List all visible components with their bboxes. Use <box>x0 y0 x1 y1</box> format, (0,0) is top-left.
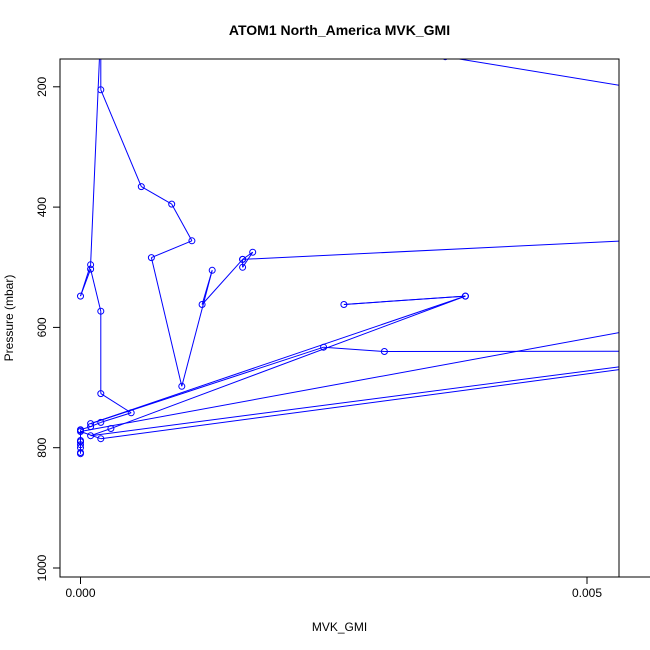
series-0-point <box>87 261 95 269</box>
series-0-segment <box>201 259 243 305</box>
series-0-point <box>208 266 216 274</box>
x-tick-label: 0.000 <box>65 586 95 600</box>
series-0-segment <box>242 251 253 260</box>
series-0-point <box>87 432 95 440</box>
series-0-point <box>107 425 115 432</box>
series-0-segment <box>151 240 193 259</box>
series-0-segment <box>456 59 619 86</box>
series-0-segment <box>100 393 132 414</box>
series-0-segment <box>100 369 619 440</box>
y-axis: 200 400 600 800 1000 <box>35 76 61 581</box>
series-0-segment <box>100 89 142 187</box>
series-0-point <box>97 307 105 315</box>
y-tick-label: 400 <box>35 197 49 217</box>
series-0-point <box>97 86 105 94</box>
x-tick-label: 0.005 <box>572 586 602 600</box>
x-axis-label: MVK_GMI <box>312 620 367 634</box>
series-0-segment <box>90 366 619 437</box>
series-0-segment <box>80 264 92 297</box>
series-layer <box>77 24 619 458</box>
series-0-point <box>380 348 388 355</box>
series-0-segment <box>201 270 213 305</box>
series-0-segment <box>110 295 466 429</box>
series-0-point <box>442 59 448 61</box>
series-0-point <box>147 254 155 262</box>
series-0-segment <box>242 240 619 260</box>
series-0-segment <box>80 332 619 432</box>
series-0-point <box>461 292 469 300</box>
y-tick-label: 200 <box>35 76 49 96</box>
series-0-point <box>198 301 206 308</box>
series-0-segment <box>90 428 112 437</box>
series-0-segment <box>181 270 213 387</box>
series-0-segment <box>90 59 100 265</box>
series-0-segment <box>323 346 385 352</box>
series-0-point <box>77 441 84 449</box>
series-0-point <box>77 449 84 456</box>
series-0-point <box>97 418 105 426</box>
series-0-segment <box>171 203 193 242</box>
series-0-segment <box>80 431 101 440</box>
series-0-point <box>239 255 247 263</box>
series-0-point <box>239 263 247 271</box>
y-tick-label: 600 <box>35 317 49 337</box>
y-tick-label: 1000 <box>35 554 49 581</box>
series-0-segment <box>150 257 183 387</box>
series-0-point <box>137 183 145 191</box>
series-0-segment <box>90 295 466 425</box>
series-0-point <box>87 265 95 273</box>
series-0-point <box>97 435 105 443</box>
plot-box <box>59 58 620 578</box>
series-0-point <box>87 423 95 431</box>
series-0-point <box>249 248 257 256</box>
series-0-point <box>127 409 135 417</box>
series-0-point <box>178 382 186 390</box>
series-0-point <box>168 200 176 208</box>
chart-title: ATOM1 North_America MVK_GMI <box>229 22 450 38</box>
series-0-point <box>98 24 104 30</box>
series-0-point <box>77 437 84 444</box>
series-0-segment <box>100 412 132 423</box>
series-0-segment <box>141 186 172 205</box>
series-0-point <box>97 390 105 398</box>
series-0-segment <box>90 346 324 425</box>
series-0-segment <box>90 268 102 312</box>
series-0-segment <box>343 295 466 305</box>
y-tick-label: 800 <box>35 437 49 457</box>
series-0-point <box>188 237 196 245</box>
series-0-point <box>87 420 95 428</box>
y-axis-label: Pressure (mbar) <box>2 275 16 362</box>
series-0-point <box>77 292 84 300</box>
series-0-point <box>320 343 328 351</box>
series-0-point <box>340 301 348 308</box>
series-0-segment <box>384 350 619 352</box>
series-0-point <box>77 428 84 435</box>
